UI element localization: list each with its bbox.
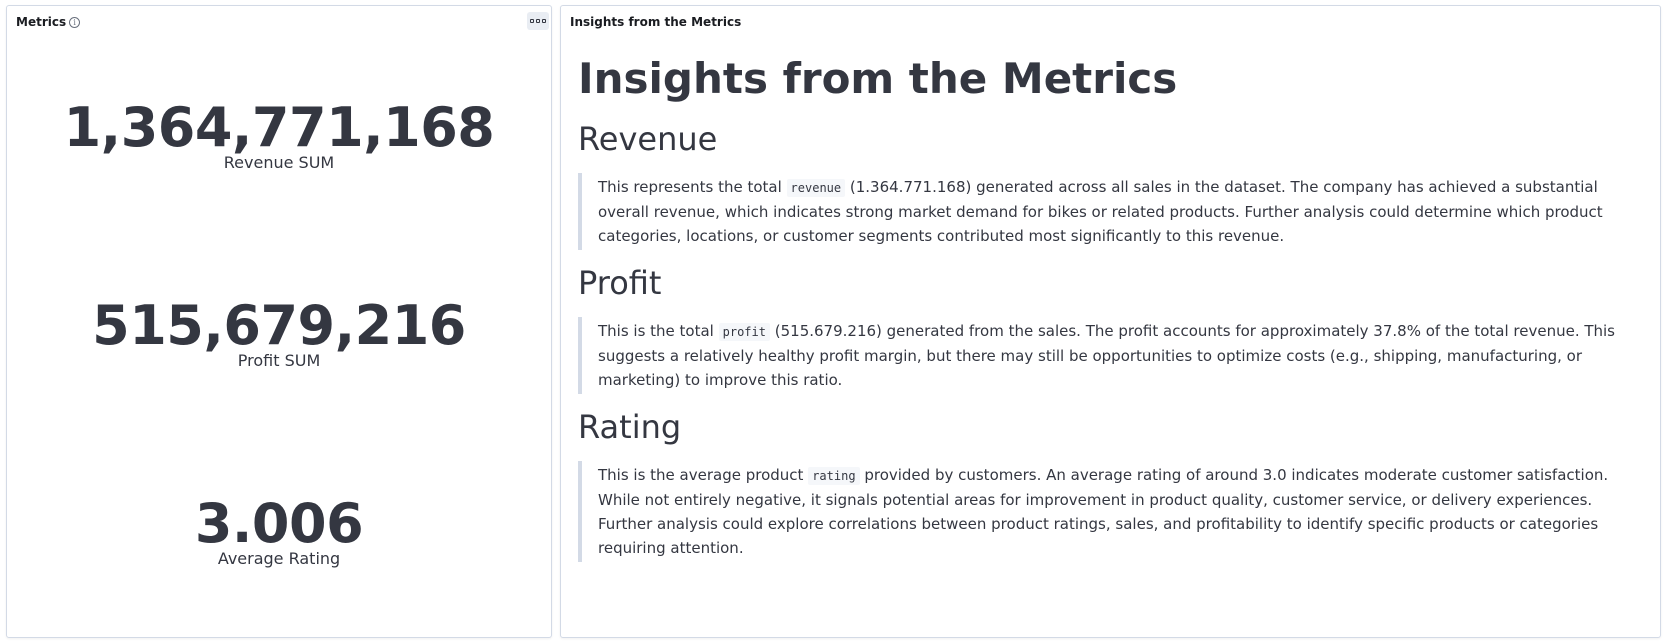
options-dot-icon [536,19,540,23]
metric-value: 515,679,216 [92,294,466,357]
quote-text: This is the average product [598,466,809,484]
section-heading: Rating [578,408,682,446]
metric-rating: 3.006 Average Rating [7,494,551,568]
info-icon[interactable]: i [69,16,81,28]
metric-label: Revenue SUM [223,153,335,172]
inline-code: profit [718,323,770,341]
insights-heading: Insights from the Metrics [578,54,1178,103]
section-heading: Profit [578,264,662,302]
options-dot-icon [542,19,546,23]
panel-title: Metrics i [16,15,81,29]
metric-label: Profit SUM [237,351,321,370]
options-dot-icon [530,19,534,23]
quote-text: provided by customers. An average rating… [598,466,1609,557]
inline-code: rating [808,467,860,485]
metric-value: 3.006 [194,492,364,555]
quote-text: (515.679.216) generated from the sales. … [598,322,1616,389]
metrics-panel-title: Metrics [16,15,67,29]
quote-text: This represents the total [598,178,787,196]
metric-value: 1,364,771,168 [63,96,495,159]
quote-text: (1.364.771.168) generated across all sal… [598,178,1603,245]
metric-profit: 515,679,216 Profit SUM [7,296,551,370]
metric-label: Average Rating [217,549,341,568]
metrics-panel: Metrics i 1,364,771,168 Revenue SUM 515,… [6,5,552,638]
insights-panel-title: Insights from the Metrics [570,15,742,29]
section-quote: This is the total profit (515.679.216) g… [578,317,1642,394]
markdown-content: Insights from the Metrics Revenue This r… [578,42,1642,562]
section-heading: Revenue [578,120,718,158]
metric-revenue: 1,364,771,168 Revenue SUM [7,98,551,172]
section-profit: Profit This is the total profit (515.679… [578,263,1642,394]
quote-text: This is the total [598,322,719,340]
section-quote: This is the average product rating provi… [578,461,1642,562]
panel-title: Insights from the Metrics [570,15,741,29]
panel-options-button[interactable] [527,12,549,30]
section-revenue: Revenue This represents the total revenu… [578,119,1642,250]
section-quote: This represents the total revenue (1.364… [578,173,1642,250]
section-rating: Rating This is the average product ratin… [578,407,1642,562]
insights-panel: Insights from the Metrics Insights from … [560,5,1661,638]
inline-code: revenue [786,179,846,197]
